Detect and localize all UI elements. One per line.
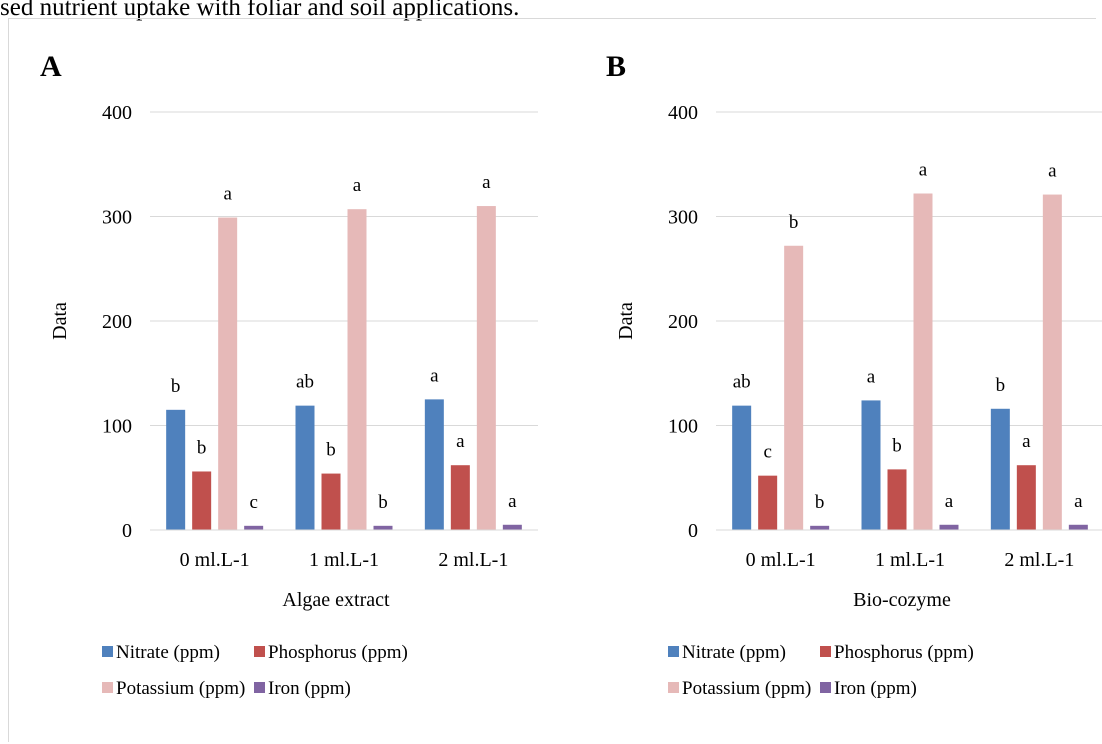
chart-b-legend-swatch-iron-ppm bbox=[820, 682, 831, 693]
chart-b-bar-label: b bbox=[815, 492, 825, 513]
chart-b-bar-label: b bbox=[789, 212, 799, 233]
chart-a-bar-potassium-ppm-1 bbox=[347, 209, 367, 530]
chart-b-bar-label: c bbox=[763, 442, 771, 463]
chart-a-x-tick-label: 2 ml.L-1 bbox=[438, 549, 508, 571]
chart-a-bar-label: a bbox=[456, 431, 465, 452]
chart-b-bar-potassium-ppm-1 bbox=[913, 193, 933, 530]
chart-a-y-tick-label: 0 bbox=[122, 520, 132, 542]
chart-a-x-tick-label: 0 ml.L-1 bbox=[180, 549, 250, 571]
chart-a-bar-nitrate-ppm-1 bbox=[295, 405, 315, 530]
chart-b-x-axis-title: Bio-cozyme bbox=[853, 589, 951, 611]
chart-b-bar-iron-ppm-2 bbox=[1068, 524, 1088, 530]
chart-b-bar-label: a bbox=[919, 160, 928, 181]
chart-b-bar-label: b bbox=[996, 375, 1006, 396]
chart-b-x-tick-label: 0 ml.L-1 bbox=[746, 549, 816, 571]
chart-a-legend-swatch-nitrate-ppm bbox=[102, 646, 113, 657]
chart-a-legend-label: Phosphorus (ppm) bbox=[268, 642, 408, 663]
chart-b-bar-phosphorus-ppm-1 bbox=[887, 469, 907, 530]
chart-b-bar-iron-ppm-1 bbox=[939, 524, 959, 530]
chart-a-legend-label: Nitrate (ppm) bbox=[116, 642, 220, 663]
chart-b-bar-potassium-ppm-0 bbox=[784, 245, 804, 530]
chart-a-bar-phosphorus-ppm-2 bbox=[450, 465, 470, 530]
chart-a-x-axis-title: Algae extract bbox=[282, 589, 390, 611]
chart-a-bar-iron-ppm-0 bbox=[244, 525, 264, 530]
chart-b-bar-label: a bbox=[1074, 491, 1083, 512]
chart-b-bar-label: a bbox=[945, 491, 954, 512]
chart-b-bar-label: ab bbox=[733, 372, 751, 393]
chart-a-legend-swatch-potassium-ppm bbox=[102, 682, 113, 693]
chart-b-bar-nitrate-ppm-0 bbox=[732, 405, 752, 530]
chart-b-panel-label: B bbox=[606, 50, 626, 83]
chart-b-bar-nitrate-ppm-1 bbox=[861, 400, 881, 530]
chart-a-bar-potassium-ppm-0 bbox=[218, 217, 238, 531]
chart-b-legend-label: Nitrate (ppm) bbox=[682, 642, 786, 663]
chart-a-bar-label: b bbox=[378, 492, 388, 513]
chart-b-legend-swatch-potassium-ppm bbox=[668, 682, 679, 693]
chart-b-bar-label: b bbox=[892, 435, 902, 456]
chart-a-legend-label: Potassium (ppm) bbox=[116, 678, 245, 699]
chart-a-legend-label: Iron (ppm) bbox=[268, 678, 351, 699]
chart-a-y-axis-title: Data bbox=[49, 302, 71, 340]
chart-a-bar-label: a bbox=[223, 184, 232, 205]
chart-b-legend-swatch-phosphorus-ppm bbox=[820, 646, 831, 657]
chart-b-bar-nitrate-ppm-2 bbox=[990, 408, 1010, 530]
chart-b-x-tick-label: 2 ml.L-1 bbox=[1004, 549, 1074, 571]
chart-b-y-tick-label: 100 bbox=[668, 416, 698, 438]
chart-a-bar-label: b bbox=[197, 437, 207, 458]
chart-a-bar-nitrate-ppm-2 bbox=[424, 399, 444, 530]
chart-a-bar-label: a bbox=[482, 172, 491, 193]
chart-b-legend-label: Iron (ppm) bbox=[834, 678, 917, 699]
chart-b-x-tick-label: 1 ml.L-1 bbox=[875, 549, 945, 571]
chart-a-legend-swatch-phosphorus-ppm bbox=[254, 646, 265, 657]
chart-a-y-tick-label: 200 bbox=[102, 311, 132, 333]
chart-a-bar-label: b bbox=[326, 440, 336, 461]
chart-b-bar-label: a bbox=[1022, 431, 1031, 452]
chart-panel-b: B 0 100 200 300 400 Data ab c b b 0 ml.L-1 a b a a 1 ml.… bbox=[566, 18, 1102, 744]
chart-b-bar-phosphorus-ppm-0 bbox=[758, 475, 778, 530]
chart-a-y-tick-label: 100 bbox=[102, 416, 132, 438]
chart-b-bar-label: a bbox=[867, 366, 876, 387]
chart-b-legend-swatch-nitrate-ppm bbox=[668, 646, 679, 657]
chart-panel-a: A 0 100 200 300 400 Data b b a c 0 ml.L-1 ab b a b 1 ml.… bbox=[0, 18, 548, 744]
chart-b-y-tick-label: 300 bbox=[668, 207, 698, 229]
chart-b-bar-label: a bbox=[1048, 161, 1057, 182]
chart-a-bar-phosphorus-ppm-1 bbox=[321, 473, 341, 530]
chart-a-y-tick-label: 400 bbox=[102, 102, 132, 124]
chart-a-bar-label: a bbox=[430, 365, 439, 386]
chart-a-bar-potassium-ppm-2 bbox=[476, 206, 496, 531]
figure-frame bbox=[8, 18, 1096, 742]
chart-a-bar-label: a bbox=[353, 175, 362, 196]
chart-a-y-tick-label: 300 bbox=[102, 207, 132, 229]
chart-a-x-tick-label: 1 ml.L-1 bbox=[309, 549, 379, 571]
chart-b-y-tick-label: 400 bbox=[668, 102, 698, 124]
chart-a-bar-label: ab bbox=[296, 372, 314, 393]
chart-a-bar-iron-ppm-2 bbox=[502, 524, 522, 530]
caption-fragment: sed nutrient uptake with foliar and soil… bbox=[0, 0, 520, 21]
chart-a-bar-phosphorus-ppm-0 bbox=[192, 471, 212, 530]
chart-a-bar-label: a bbox=[508, 491, 517, 512]
chart-a-bar-label: c bbox=[249, 492, 257, 513]
chart-a-legend-swatch-iron-ppm bbox=[254, 682, 265, 693]
chart-a-bar-nitrate-ppm-0 bbox=[166, 409, 186, 530]
chart-b-bar-iron-ppm-0 bbox=[810, 525, 830, 530]
chart-a-bar-iron-ppm-1 bbox=[373, 525, 393, 530]
chart-b-legend-label: Potassium (ppm) bbox=[682, 678, 811, 699]
chart-b-legend-label: Phosphorus (ppm) bbox=[834, 642, 974, 663]
chart-b-y-axis-title: Data bbox=[615, 302, 637, 340]
chart-a-panel-label: A bbox=[40, 50, 62, 83]
chart-b-bar-phosphorus-ppm-2 bbox=[1016, 465, 1036, 530]
chart-b-y-tick-label: 200 bbox=[668, 311, 698, 333]
chart-b-bar-potassium-ppm-2 bbox=[1042, 194, 1062, 530]
chart-b-y-tick-label: 0 bbox=[688, 520, 698, 542]
chart-a-bar-label: b bbox=[171, 376, 181, 397]
